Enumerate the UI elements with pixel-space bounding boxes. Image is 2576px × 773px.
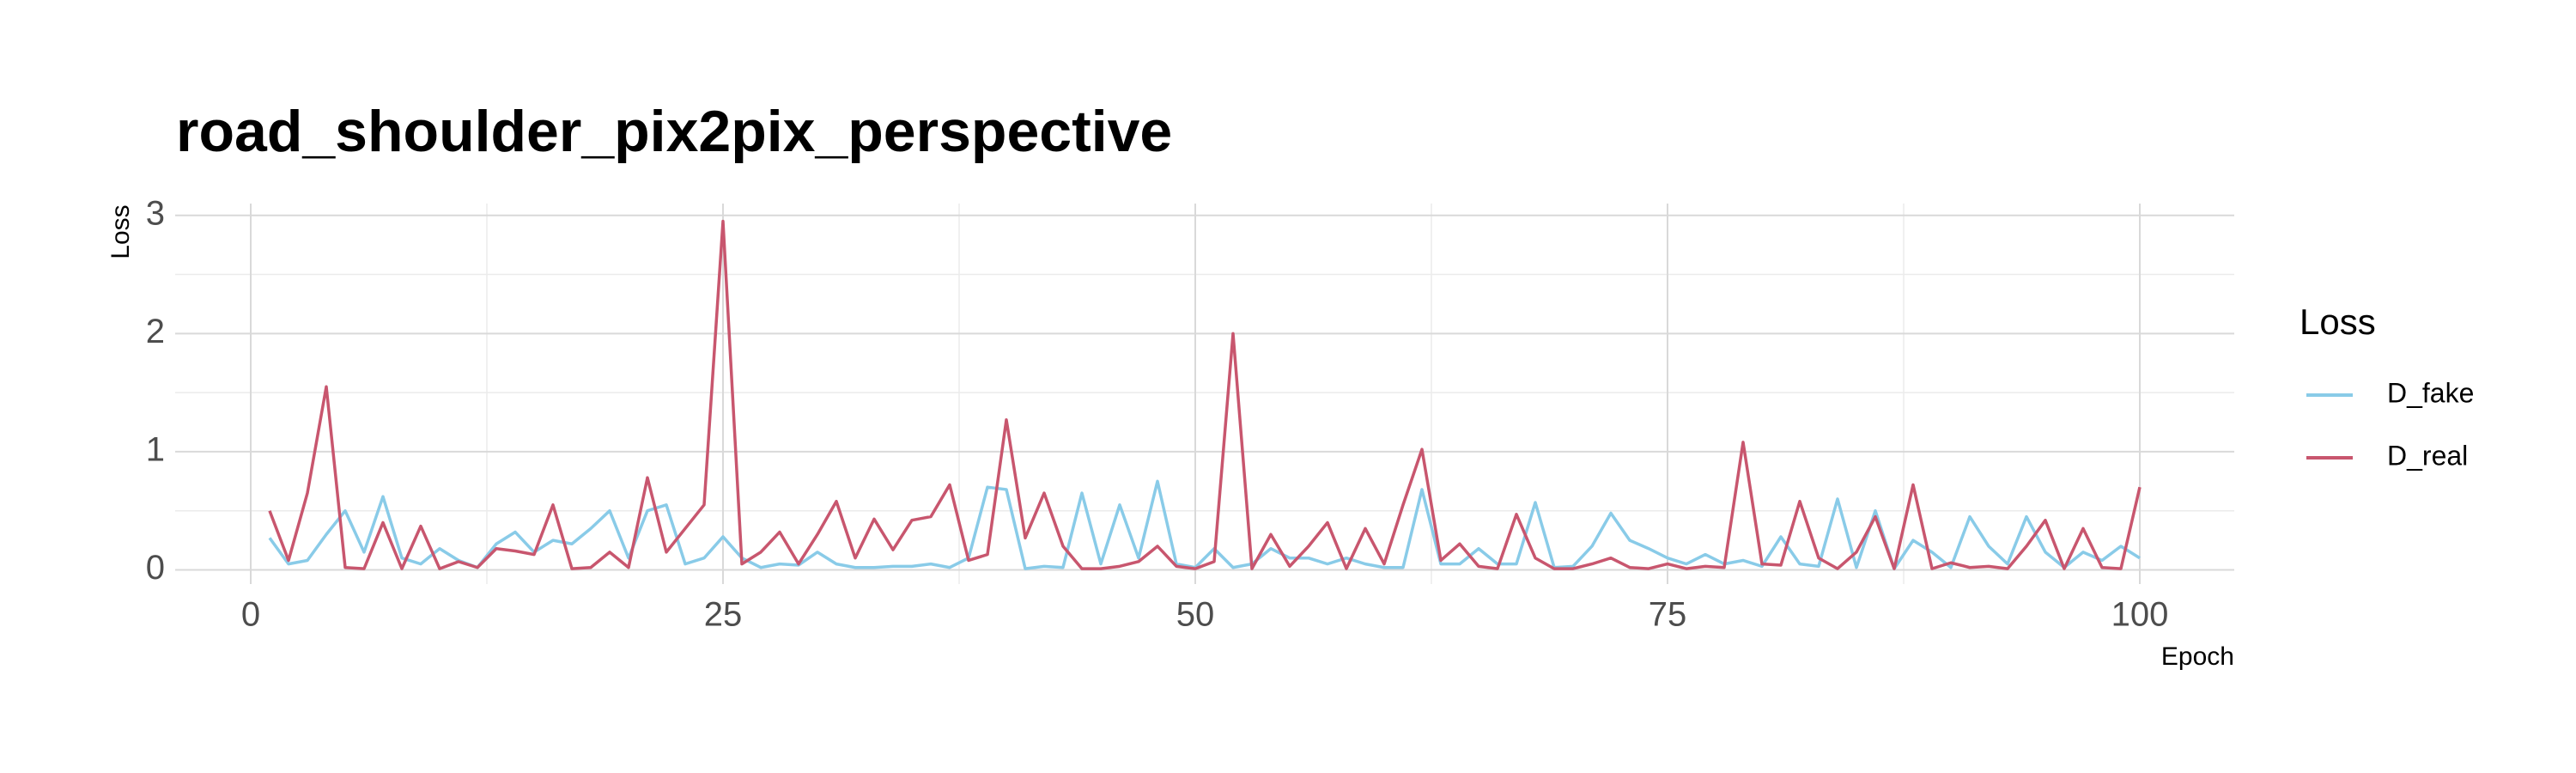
series-line — [268, 219, 2142, 570]
y-tick-label: 0 — [146, 549, 165, 587]
legend-label: D_fake — [2387, 377, 2474, 408]
chart-title: road_shoulder_pix2pix_perspective — [176, 99, 1172, 164]
x-axis-label: Epoch — [2161, 642, 2234, 671]
y-axis-label: Loss — [106, 204, 135, 259]
y-tick-label: 1 — [146, 430, 165, 468]
y-tick-label: 2 — [146, 313, 165, 350]
x-tick-label: 0 — [241, 596, 260, 634]
x-tick-label: 100 — [2111, 596, 2169, 634]
x-tick-label: 25 — [704, 596, 743, 634]
x-tick-label: 75 — [1649, 596, 1687, 634]
legend-label: D_real — [2387, 440, 2468, 471]
series-line — [268, 479, 2141, 570]
y-tick-label: 3 — [146, 194, 165, 232]
x-tick-label: 50 — [1176, 596, 1215, 634]
legend-title: Loss — [2300, 301, 2376, 342]
